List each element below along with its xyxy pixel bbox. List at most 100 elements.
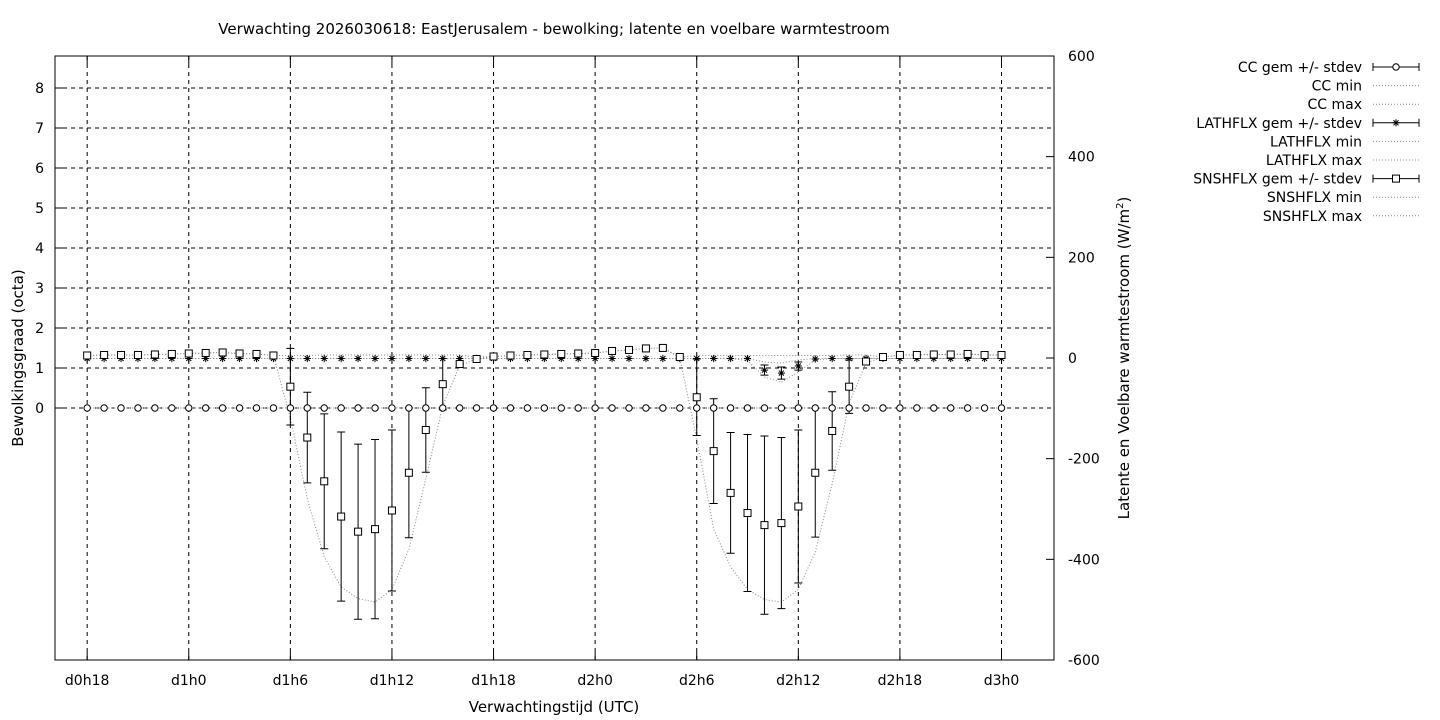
y2-tick-label: 600 (1068, 49, 1095, 65)
lathflx-point (760, 366, 769, 374)
legend-label: LATHFLX min (1270, 134, 1362, 150)
cc-point (879, 404, 887, 412)
snshflx-point (997, 350, 1006, 359)
cc-point (828, 404, 836, 412)
cc-point (811, 404, 819, 412)
cc-point (862, 404, 870, 412)
cc-point (117, 404, 125, 412)
x-tick-label: d2h6 (679, 673, 715, 689)
snshflx-point (929, 350, 938, 359)
snshflx-point (980, 350, 989, 359)
snshflx-point (608, 346, 617, 355)
snshflx-point (777, 519, 786, 528)
lathflx-point (354, 354, 362, 363)
lathflx-point (219, 354, 227, 363)
lathflx-point (845, 354, 853, 363)
cc-point (743, 404, 752, 412)
snshflx-point (489, 352, 498, 361)
snshflx-point (828, 426, 837, 435)
y2-tick-label: -600 (1068, 653, 1100, 669)
lathflx-point (710, 354, 718, 363)
snshflx-point (946, 350, 955, 359)
snshflx-point (404, 468, 413, 477)
legend-label: LATHFLX gem +/- stdev (1196, 116, 1362, 132)
lathflx-point (540, 354, 548, 363)
snshflx-point (794, 502, 803, 511)
cc-point (151, 404, 159, 412)
snshflx-point (320, 477, 329, 486)
snshflx-point (878, 352, 887, 361)
lathflx-point (422, 354, 430, 363)
cc-point (540, 404, 549, 412)
y-tick-label: 2 (35, 321, 44, 337)
snshflx-point (421, 425, 430, 434)
cc-point (608, 404, 616, 412)
cc-point (845, 404, 853, 412)
cc-point (574, 404, 582, 412)
y-tick-label: 4 (35, 241, 44, 257)
lathflx-point (337, 354, 345, 363)
cc-point (235, 404, 244, 412)
lathflx-point (371, 354, 379, 363)
snshflx-point (709, 447, 718, 456)
data-markers (83, 343, 1006, 536)
cc-point (269, 404, 278, 412)
legend: CC gem +/- stdev CC min CC max LATHFLX gem … (1193, 60, 1420, 225)
x-tick-label: d1h12 (370, 673, 414, 689)
lathflx-point (777, 369, 785, 377)
lathflx-point (625, 354, 633, 363)
y-axis-label: Bewolkingsgraad (octa) (9, 269, 27, 446)
lathflx-point (320, 354, 328, 363)
snshflx-point (354, 527, 363, 536)
cc-point (625, 404, 633, 412)
lathflx-point (930, 354, 938, 363)
cc-point (472, 404, 481, 412)
cc-point (760, 404, 769, 412)
cc-point (726, 404, 735, 412)
lathflx-point (726, 354, 735, 363)
snshflx-point (235, 349, 244, 358)
cc-point (100, 404, 108, 412)
min-max-curves (87, 347, 1002, 603)
snshflx-point (286, 382, 295, 391)
snshflx-point (438, 380, 447, 389)
snshflx-point (337, 512, 346, 521)
legend-square-icon (1392, 174, 1400, 183)
cc-point (185, 404, 193, 412)
snshflx-point (557, 349, 566, 358)
legend-label: CC max (1307, 97, 1362, 113)
cc-point (286, 404, 295, 412)
snshflx-point (184, 349, 193, 358)
lathflx-point (964, 354, 972, 363)
cc-point (930, 404, 938, 412)
snshflx-point (218, 348, 227, 357)
snshflx-point (658, 343, 667, 352)
cc-point (489, 404, 498, 412)
snshflx-point (591, 348, 600, 357)
legend-star-icon (1392, 119, 1400, 127)
legend-label: SNSHFLX gem +/- stdev (1193, 172, 1362, 188)
lathflx-point (743, 354, 752, 363)
legend-label: CC gem +/- stdev (1238, 60, 1362, 76)
snshflx-point (472, 355, 481, 364)
cc-point (455, 404, 464, 412)
lathflx-point (456, 354, 464, 363)
snshflx-point (371, 525, 380, 534)
cc-point (506, 404, 515, 412)
cc-point (794, 404, 803, 412)
lathflx-point (303, 354, 311, 363)
x-axis-label: Verwachtingstijd (UTC) (469, 698, 640, 716)
lathflx-point (439, 354, 447, 363)
snshflx-point (675, 352, 684, 361)
snshflx-point (133, 350, 142, 359)
y2-tick-label: 200 (1068, 250, 1095, 266)
y-tick-label: 3 (35, 281, 44, 297)
y-tick-label: 0 (35, 401, 44, 417)
lathflx-point (151, 354, 159, 363)
lathflx-point (185, 354, 193, 363)
snshflx-point (625, 345, 634, 354)
snshflx-point (201, 348, 210, 357)
legend-label: LATHFLX max (1266, 153, 1362, 169)
x-tick-label: d2h0 (577, 673, 613, 689)
y-axis-ticks: 0 1 2 3 4 5 6 7 8 (35, 81, 63, 417)
